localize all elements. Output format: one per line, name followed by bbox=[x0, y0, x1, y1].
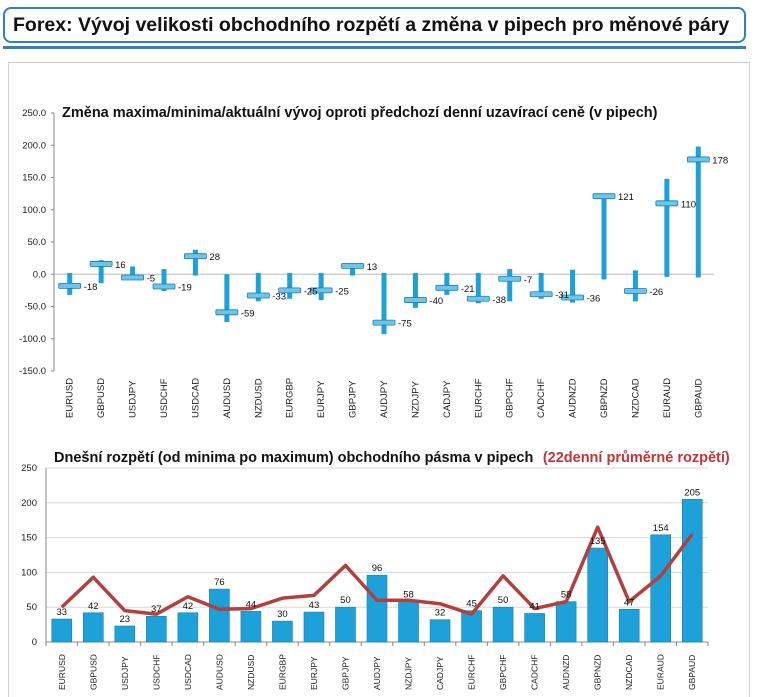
current-value-label: 110 bbox=[681, 199, 696, 210]
category-label: USDCHF bbox=[159, 378, 170, 418]
category-label: AUDJPY bbox=[379, 380, 390, 418]
y-tick-label: 250.0 bbox=[22, 108, 46, 119]
range-bar bbox=[98, 260, 104, 284]
current-marker bbox=[58, 282, 82, 289]
range-bar bbox=[444, 272, 450, 295]
range-bar bbox=[412, 272, 418, 308]
current-value-label: -21 bbox=[461, 284, 475, 295]
current-value-label: 121 bbox=[618, 192, 634, 203]
current-marker bbox=[89, 261, 113, 267]
current-marker bbox=[655, 200, 679, 207]
chart-frame bbox=[8, 62, 750, 697]
current-value-label: -31 bbox=[555, 290, 569, 301]
category-label: GBPUSD bbox=[96, 378, 107, 418]
y-tick-label: 100.0 bbox=[22, 205, 46, 216]
current-value-label: 178 bbox=[712, 155, 728, 166]
current-value-label: -38 bbox=[492, 295, 506, 306]
current-value-label: -36 bbox=[587, 293, 601, 304]
y-tick-label: -100.0 bbox=[19, 334, 46, 345]
range-chart: Změna maxima/minima/aktuální vývoj oprot… bbox=[19, 105, 728, 418]
range-bar bbox=[318, 272, 324, 301]
current-value-label: -59 bbox=[241, 308, 255, 319]
current-marker bbox=[686, 156, 710, 163]
current-marker bbox=[529, 291, 553, 298]
category-label: NZDJPY bbox=[410, 380, 421, 418]
current-marker bbox=[121, 274, 144, 281]
current-value-label: -40 bbox=[429, 296, 443, 307]
range-bar bbox=[192, 249, 198, 276]
current-marker bbox=[592, 193, 616, 200]
current-marker bbox=[498, 275, 522, 282]
current-value-label: -18 bbox=[84, 282, 98, 293]
current-marker bbox=[341, 262, 364, 269]
category-label: AUDUSD bbox=[222, 378, 233, 418]
category-label: NZDUSD bbox=[253, 378, 264, 418]
current-marker bbox=[215, 309, 239, 316]
category-label: GBPCHF bbox=[505, 378, 516, 418]
current-marker bbox=[372, 319, 396, 326]
current-marker bbox=[152, 283, 176, 290]
range-bar bbox=[224, 274, 230, 322]
range-chart-title: Změna maxima/minima/aktuální vývoj oprot… bbox=[62, 105, 658, 121]
current-value-label: 16 bbox=[115, 260, 126, 271]
range-bar bbox=[161, 269, 167, 292]
category-label: GBPNZD bbox=[599, 378, 610, 418]
category-label: EURAUD bbox=[662, 378, 673, 418]
y-tick-label: 200.0 bbox=[22, 140, 46, 151]
category-label: USDCAD bbox=[190, 378, 201, 418]
y-tick-label: 0.0 bbox=[33, 269, 46, 280]
range-bar bbox=[632, 270, 638, 302]
y-tick-label: 150.0 bbox=[22, 173, 46, 184]
current-marker bbox=[561, 294, 584, 301]
current-value-label: -33 bbox=[272, 292, 286, 303]
current-marker bbox=[309, 287, 333, 294]
category-label: EURUSD bbox=[65, 378, 76, 418]
category-label: GBPJPY bbox=[348, 380, 359, 418]
current-value-label: -19 bbox=[178, 283, 192, 294]
range-bar bbox=[601, 193, 607, 280]
category-label: NZDCAD bbox=[630, 378, 641, 418]
y-tick-label: -50.0 bbox=[24, 302, 46, 313]
range-bar bbox=[570, 269, 576, 303]
current-marker bbox=[404, 297, 427, 303]
current-value-label: -7 bbox=[524, 275, 532, 286]
range-bar bbox=[538, 272, 544, 299]
category-label: AUDNZD bbox=[568, 378, 579, 418]
current-marker bbox=[466, 295, 490, 302]
current-value-label: -25 bbox=[304, 286, 318, 297]
category-label: CADJPY bbox=[442, 380, 453, 418]
current-value-label: 28 bbox=[209, 252, 220, 263]
category-label: EURGBP bbox=[285, 378, 296, 418]
current-value-label: -5 bbox=[147, 273, 155, 284]
current-marker bbox=[278, 287, 302, 294]
y-tick-label: 50.0 bbox=[28, 237, 47, 248]
title-rule bbox=[3, 46, 746, 49]
current-marker bbox=[435, 284, 459, 291]
category-label: EURCHF bbox=[473, 378, 484, 418]
range-bar bbox=[350, 263, 356, 276]
y-tick-label: -150.0 bbox=[19, 366, 46, 377]
current-value-label: 13 bbox=[367, 262, 378, 273]
current-value-label: -75 bbox=[398, 319, 412, 330]
current-marker bbox=[184, 253, 207, 260]
range-bar bbox=[255, 272, 261, 302]
category-label: USDJPY bbox=[128, 380, 139, 418]
current-marker bbox=[246, 292, 270, 299]
range-bar bbox=[475, 272, 481, 304]
category-label: GBPAUD bbox=[693, 378, 704, 418]
range-bar bbox=[287, 272, 293, 299]
range-bar bbox=[381, 272, 387, 335]
category-label: EURJPY bbox=[316, 380, 327, 418]
range-bar bbox=[695, 146, 701, 278]
current-marker bbox=[624, 288, 647, 294]
range-bar bbox=[130, 266, 136, 279]
current-value-label: -25 bbox=[335, 286, 349, 297]
current-value-label: -26 bbox=[649, 287, 663, 298]
page-title: Forex: Vývoj velikosti obchodního rozpět… bbox=[13, 14, 730, 36]
range-bar bbox=[664, 178, 670, 277]
category-label: CADCHF bbox=[536, 378, 547, 418]
range-bar bbox=[507, 269, 513, 302]
page-title-box: Forex: Vývoj velikosti obchodního rozpět… bbox=[3, 7, 746, 43]
